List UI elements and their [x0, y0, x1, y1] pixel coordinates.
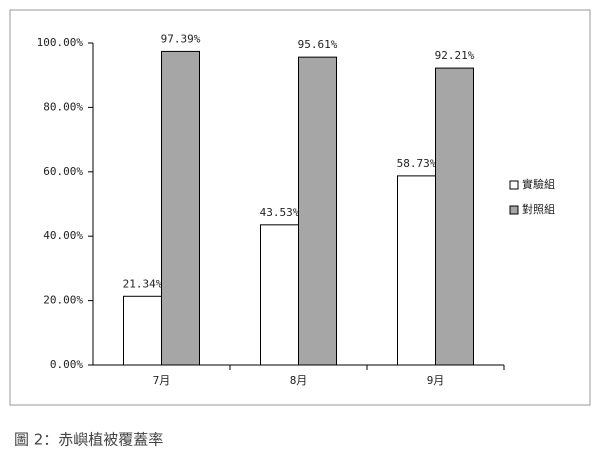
x-tick-label: 7月 — [153, 374, 171, 387]
bar — [435, 67, 474, 366]
bar — [123, 295, 162, 366]
y-tick-label: 100.00% — [37, 36, 84, 49]
y-tick-label: 80.00% — [43, 100, 83, 113]
chart-frame — [9, 9, 591, 406]
value-label: 92.21% — [435, 49, 475, 62]
y-tick-label: 40.00% — [43, 229, 83, 242]
y-tick-label: 20.00% — [43, 294, 83, 307]
bar — [397, 175, 436, 366]
value-label: 43.53% — [260, 206, 300, 219]
legend-swatch — [509, 205, 519, 215]
y-tick-label: 60.00% — [43, 165, 83, 178]
value-label: 95.61% — [298, 38, 338, 51]
bar — [298, 56, 337, 366]
value-label: 21.34% — [123, 277, 163, 290]
caption: 圖 2：赤嶼植被覆蓋率 — [14, 431, 163, 449]
x-tick-label: 9月 — [427, 374, 445, 387]
legend-label: 對照組 — [522, 202, 555, 216]
legend-swatch — [509, 180, 519, 190]
x-tick-label: 8月 — [290, 374, 308, 387]
y-tick-label: 0.00% — [50, 358, 83, 371]
value-label: 58.73% — [397, 157, 437, 170]
bar — [260, 224, 299, 366]
legend-label: 實驗組 — [522, 177, 555, 191]
bar — [161, 50, 200, 366]
value-label: 97.39% — [161, 32, 201, 45]
